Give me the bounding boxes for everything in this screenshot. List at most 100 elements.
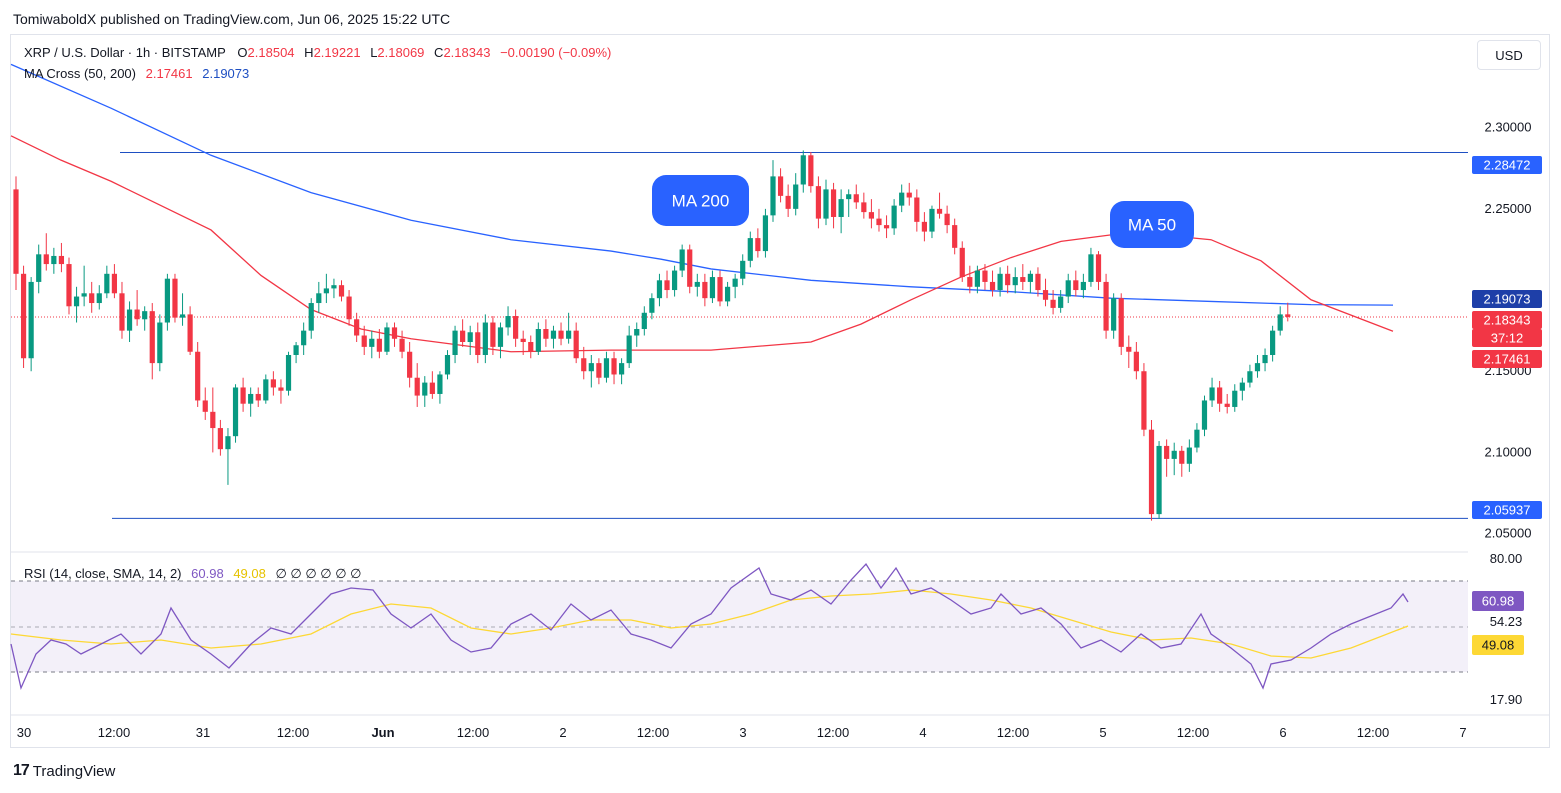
candle bbox=[1277, 306, 1283, 336]
candle bbox=[694, 273, 700, 297]
candle-body bbox=[1035, 273, 1041, 291]
rsi-legend[interactable]: RSI (14, close, SMA, 14, 2) 60.98 49.08 … bbox=[24, 566, 364, 582]
candle bbox=[1217, 380, 1223, 412]
candle-body bbox=[694, 281, 700, 287]
rsi-badge: 49.08 bbox=[1472, 635, 1524, 655]
candle-body bbox=[225, 436, 231, 450]
candle bbox=[452, 325, 458, 364]
candle bbox=[1095, 251, 1102, 291]
candle bbox=[853, 184, 859, 209]
candle bbox=[936, 192, 943, 219]
candle bbox=[1262, 348, 1268, 372]
candle bbox=[1164, 439, 1170, 477]
candle bbox=[755, 228, 761, 258]
candle bbox=[263, 374, 269, 404]
candle-body bbox=[1058, 296, 1064, 308]
candle-body bbox=[195, 351, 201, 401]
candle-body bbox=[134, 309, 140, 320]
candle-body bbox=[1148, 429, 1155, 515]
candle bbox=[1141, 363, 1147, 437]
candle bbox=[876, 208, 882, 232]
candle bbox=[1005, 265, 1011, 294]
price-tick-label: 2.30000 bbox=[1485, 120, 1532, 135]
candle-body bbox=[293, 345, 299, 355]
candle bbox=[959, 241, 965, 282]
candle-body bbox=[634, 329, 640, 336]
candle bbox=[573, 322, 579, 364]
candle bbox=[1088, 247, 1094, 287]
candle bbox=[717, 270, 723, 307]
candle bbox=[73, 286, 80, 323]
candle bbox=[346, 290, 352, 326]
close-value: 2.18343 bbox=[443, 45, 491, 60]
candle-body bbox=[149, 311, 155, 364]
candle bbox=[225, 428, 231, 485]
time-tick-label: 3 bbox=[739, 725, 746, 740]
candle-body bbox=[202, 400, 208, 412]
candle-body bbox=[475, 332, 481, 355]
candle bbox=[195, 342, 201, 407]
candle bbox=[1254, 354, 1261, 378]
candle-body bbox=[1012, 277, 1018, 286]
candle bbox=[891, 199, 897, 235]
candle-body bbox=[157, 322, 163, 364]
rsi-line bbox=[10, 562, 1409, 691]
candle-body bbox=[414, 377, 420, 396]
rsi-label: RSI (14, close, SMA, 14, 2) bbox=[24, 566, 182, 581]
candle-body bbox=[1277, 314, 1283, 331]
candle bbox=[338, 280, 345, 302]
price-badge-bg bbox=[1472, 156, 1542, 174]
candle-body bbox=[550, 330, 557, 339]
candle bbox=[270, 371, 276, 396]
candle-body bbox=[338, 285, 345, 297]
candle bbox=[543, 319, 549, 347]
candle-body bbox=[1209, 387, 1215, 401]
time-tick-label: 12:00 bbox=[997, 725, 1030, 740]
candle-body bbox=[96, 293, 102, 304]
candle-body bbox=[89, 293, 95, 304]
candle bbox=[603, 351, 610, 383]
candle-body bbox=[217, 428, 223, 450]
price-badge-bg bbox=[1472, 350, 1542, 368]
rsi-badge: 60.98 bbox=[1472, 591, 1524, 611]
candle bbox=[1050, 290, 1056, 315]
candle bbox=[626, 325, 632, 368]
candle bbox=[611, 351, 617, 385]
candle bbox=[119, 281, 125, 339]
candle bbox=[921, 212, 927, 242]
price-tick-label: 2.10000 bbox=[1485, 444, 1532, 459]
time-tick-label: Jun bbox=[371, 725, 394, 740]
candle-body bbox=[323, 288, 329, 294]
candle bbox=[1073, 270, 1079, 297]
candle-body bbox=[1042, 290, 1049, 300]
candle bbox=[550, 325, 557, 349]
footer-brand[interactable]: 17 TradingView bbox=[13, 762, 115, 780]
candle-body bbox=[876, 218, 882, 226]
candle bbox=[1179, 445, 1185, 477]
ma-legend[interactable]: MA Cross (50, 200) 2.17461 2.19073 bbox=[24, 66, 251, 81]
candle bbox=[490, 316, 496, 355]
time-tick-label: 12:00 bbox=[277, 725, 310, 740]
currency-button[interactable]: USD bbox=[1477, 40, 1541, 70]
candle-body bbox=[497, 327, 504, 347]
price-badge: 2.05937 bbox=[1472, 501, 1542, 519]
time-tick-label: 12:00 bbox=[1177, 725, 1210, 740]
price-badge-label: 2.19073 bbox=[1484, 292, 1531, 307]
candle bbox=[861, 192, 867, 219]
price-badge-bg bbox=[1472, 311, 1542, 329]
candle bbox=[149, 303, 155, 380]
symbol-title[interactable]: XRP / U.S. Dollar · 1h · BITSTAMP bbox=[24, 45, 226, 60]
candle bbox=[391, 322, 398, 347]
candle-body bbox=[126, 309, 133, 331]
candle bbox=[702, 273, 708, 307]
candle bbox=[883, 215, 890, 239]
candle-body bbox=[399, 338, 405, 352]
candle-body bbox=[1095, 254, 1102, 282]
candle bbox=[1186, 439, 1192, 472]
open-value: 2.18504 bbox=[247, 45, 295, 60]
candle-body bbox=[331, 285, 337, 289]
candle-body bbox=[1111, 298, 1117, 331]
candle-body bbox=[1285, 314, 1291, 317]
change-value: −0.00190 (−0.09%) bbox=[500, 45, 612, 60]
